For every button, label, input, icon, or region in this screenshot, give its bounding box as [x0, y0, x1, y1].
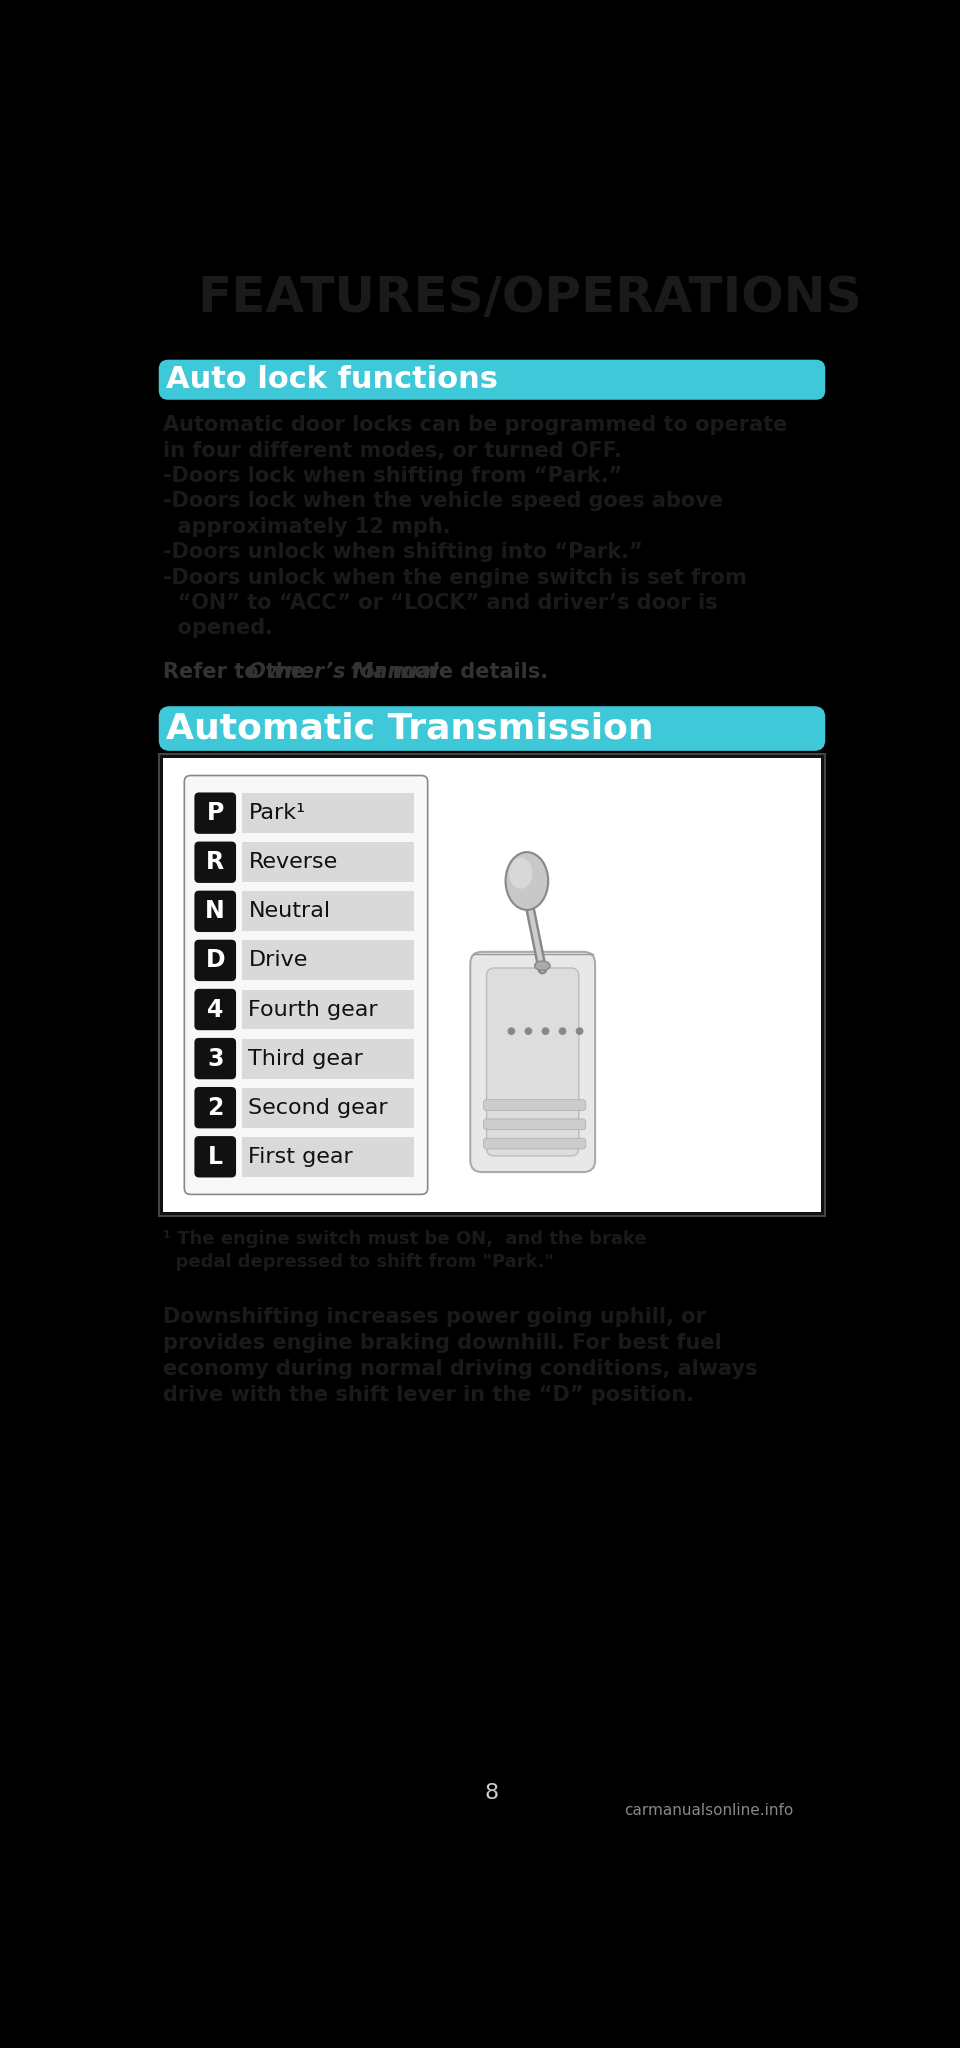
- Bar: [242, 891, 414, 932]
- Text: approximately 12 mph.: approximately 12 mph.: [162, 516, 450, 537]
- Text: FEATURES/OPERATIONS: FEATURES/OPERATIONS: [198, 274, 862, 322]
- Text: 4: 4: [207, 997, 224, 1022]
- Text: Fourth gear: Fourth gear: [249, 999, 378, 1020]
- Text: R: R: [206, 850, 225, 874]
- Text: opened.: opened.: [162, 618, 273, 639]
- Text: ¹ The engine switch must be ON,  and the brake: ¹ The engine switch must be ON, and the …: [162, 1229, 646, 1247]
- Ellipse shape: [508, 1028, 516, 1034]
- Text: P: P: [206, 801, 224, 825]
- Text: provides engine braking downhill. For best fuel: provides engine braking downhill. For be…: [162, 1333, 721, 1354]
- Text: economy during normal driving conditions, always: economy during normal driving conditions…: [162, 1360, 757, 1378]
- FancyBboxPatch shape: [194, 1038, 236, 1079]
- Ellipse shape: [524, 1028, 532, 1034]
- Text: Automatic Transmission: Automatic Transmission: [166, 711, 654, 745]
- FancyBboxPatch shape: [158, 360, 826, 399]
- Bar: [242, 1087, 414, 1128]
- FancyBboxPatch shape: [194, 842, 236, 883]
- FancyBboxPatch shape: [194, 989, 236, 1030]
- FancyBboxPatch shape: [194, 793, 236, 834]
- Bar: [162, 758, 822, 1212]
- Bar: [242, 940, 414, 981]
- FancyBboxPatch shape: [484, 1118, 586, 1130]
- Ellipse shape: [509, 858, 532, 889]
- Text: “ON” to “ACC” or “LOCK” and driver’s door is: “ON” to “ACC” or “LOCK” and driver’s doo…: [162, 594, 717, 612]
- FancyBboxPatch shape: [194, 891, 236, 932]
- Text: -Doors unlock when the engine switch is set from: -Doors unlock when the engine switch is …: [162, 567, 746, 588]
- Ellipse shape: [559, 1028, 566, 1034]
- Text: 2: 2: [207, 1096, 224, 1120]
- Bar: [242, 842, 414, 883]
- FancyBboxPatch shape: [484, 1139, 586, 1149]
- Text: Owner’s Manual: Owner’s Manual: [249, 662, 439, 682]
- Ellipse shape: [576, 1028, 584, 1034]
- Text: Downshifting increases power going uphill, or: Downshifting increases power going uphil…: [162, 1307, 706, 1327]
- Ellipse shape: [541, 1028, 549, 1034]
- Text: carmanualsonline.info: carmanualsonline.info: [624, 1802, 794, 1819]
- Bar: [242, 989, 414, 1030]
- Text: L: L: [207, 1145, 223, 1169]
- Text: Automatic door locks can be programmed to operate: Automatic door locks can be programmed t…: [162, 416, 787, 434]
- Text: 8: 8: [485, 1784, 499, 1804]
- Text: for more details.: for more details.: [344, 662, 548, 682]
- Text: pedal depressed to shift from "Park.": pedal depressed to shift from "Park.": [162, 1253, 554, 1272]
- Text: 3: 3: [207, 1047, 224, 1071]
- Bar: [242, 1137, 414, 1178]
- FancyBboxPatch shape: [484, 1100, 586, 1110]
- Text: -Doors unlock when shifting into “Park.”: -Doors unlock when shifting into “Park.”: [162, 543, 642, 563]
- Text: N: N: [205, 899, 225, 924]
- Text: Neutral: Neutral: [249, 901, 330, 922]
- FancyBboxPatch shape: [470, 952, 595, 1171]
- FancyBboxPatch shape: [184, 776, 427, 1194]
- FancyBboxPatch shape: [158, 707, 826, 752]
- Ellipse shape: [506, 852, 548, 909]
- Bar: [158, 754, 826, 1217]
- Text: D: D: [205, 948, 225, 973]
- Text: in four different modes, or turned OFF.: in four different modes, or turned OFF.: [162, 440, 621, 461]
- Text: Refer to the: Refer to the: [162, 662, 312, 682]
- FancyBboxPatch shape: [194, 940, 236, 981]
- FancyBboxPatch shape: [194, 1087, 236, 1128]
- Text: Third gear: Third gear: [249, 1049, 363, 1069]
- Text: -Doors lock when shifting from “Park.”: -Doors lock when shifting from “Park.”: [162, 467, 622, 485]
- Text: Auto lock functions: Auto lock functions: [166, 365, 498, 393]
- Bar: [242, 1038, 414, 1079]
- Bar: [242, 793, 414, 834]
- FancyBboxPatch shape: [194, 1137, 236, 1178]
- FancyBboxPatch shape: [487, 969, 579, 1155]
- Text: -Doors lock when the vehicle speed goes above: -Doors lock when the vehicle speed goes …: [162, 492, 723, 512]
- Text: Drive: Drive: [249, 950, 308, 971]
- Text: drive with the shift lever in the “D” position.: drive with the shift lever in the “D” po…: [162, 1384, 694, 1405]
- Text: Park¹: Park¹: [249, 803, 305, 823]
- Ellipse shape: [535, 961, 550, 971]
- Text: Second gear: Second gear: [249, 1098, 388, 1118]
- Text: First gear: First gear: [249, 1147, 353, 1167]
- Bar: [120, 246, 864, 350]
- Text: Reverse: Reverse: [249, 852, 338, 872]
